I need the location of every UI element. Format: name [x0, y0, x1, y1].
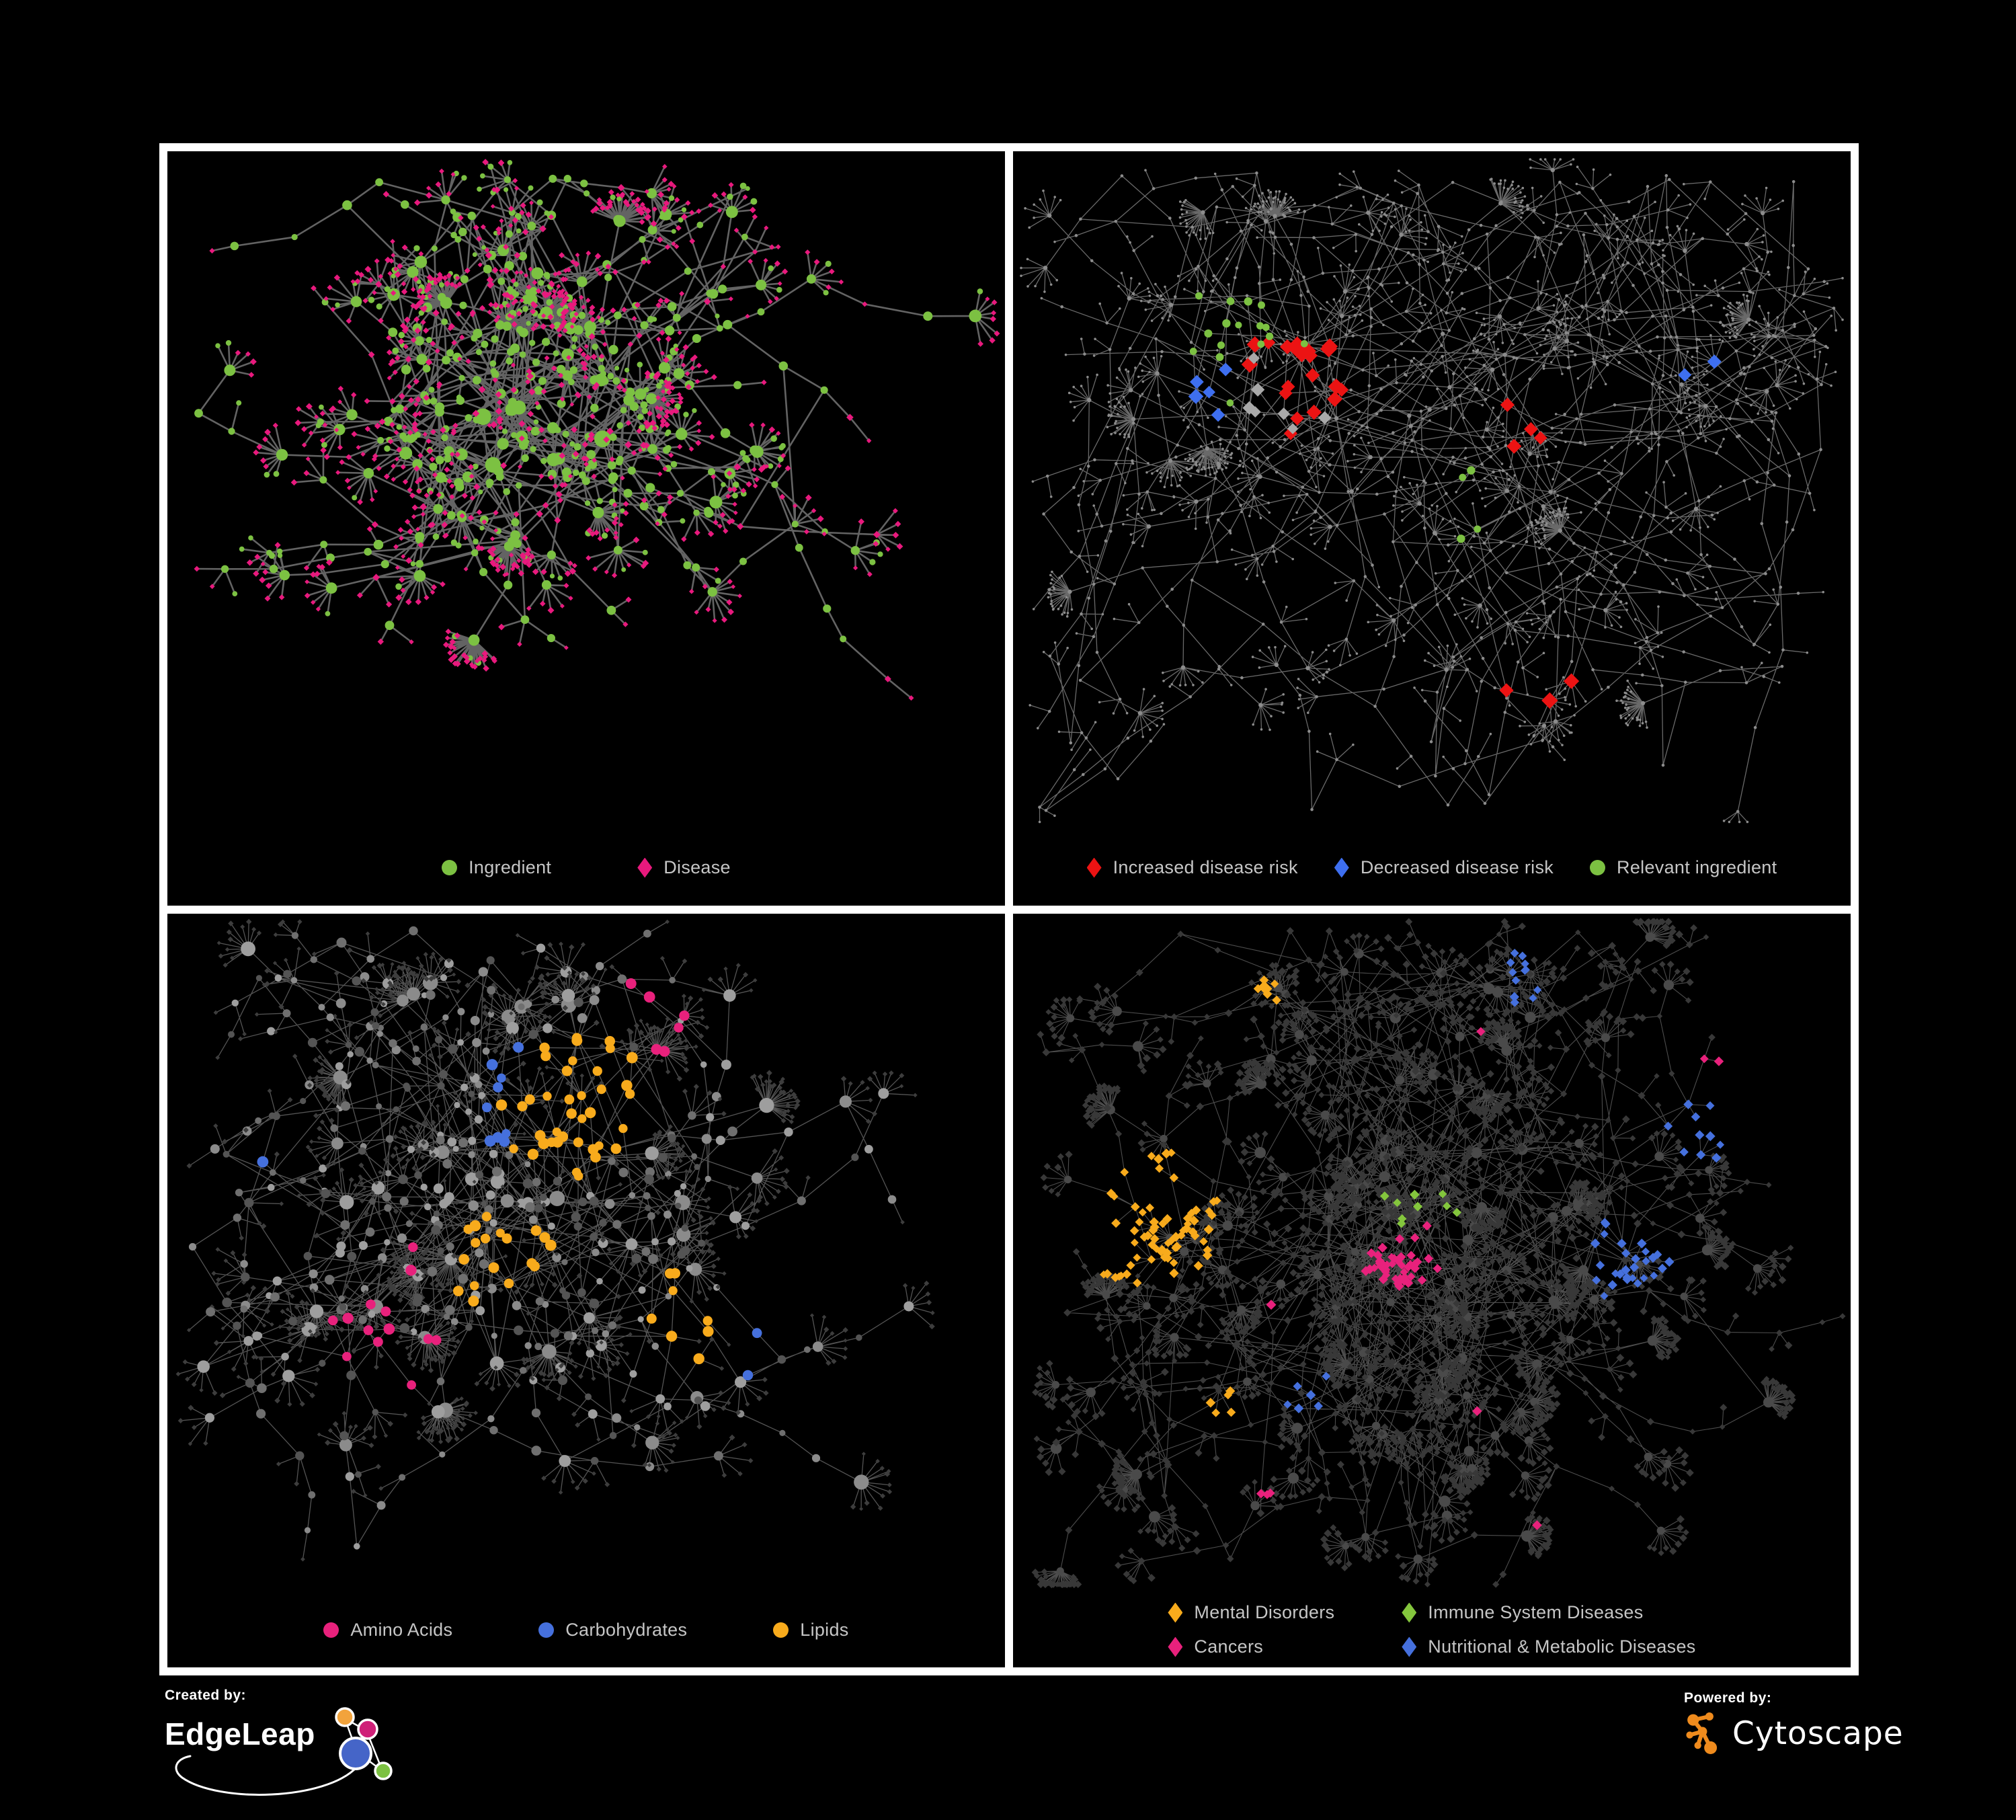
- panel-ingredient-disease: Ingredient Disease: [167, 151, 1005, 906]
- panel-grid: Ingredient Disease Increased disease risk…: [159, 143, 1859, 1675]
- circle-swatch: [323, 1622, 339, 1638]
- legend-label: Amino Acids: [350, 1619, 453, 1640]
- legend-label: Cancers: [1194, 1636, 1264, 1657]
- created-by-label: Created by:: [165, 1688, 247, 1703]
- diamond-swatch: [1086, 857, 1102, 878]
- footer: Created by: EdgeLeap: [0, 1675, 2016, 1820]
- network-edges: [1035, 921, 1843, 1585]
- highlight-diamond-nodes: [1241, 335, 1580, 709]
- legend-ingredient-disease: Ingredient Disease: [167, 830, 1005, 906]
- legend-item: Lipids: [773, 1620, 848, 1640]
- created-by-block: Created by: EdgeLeap: [165, 1688, 514, 1809]
- panel-disease-risk: Increased disease risk Decreased disease …: [1013, 151, 1851, 906]
- legend-label: Carbohydrates: [565, 1619, 688, 1640]
- legend-item: Mental Disorders: [1168, 1602, 1334, 1623]
- network-edges: [196, 161, 998, 699]
- powered-by-label: Powered by:: [1684, 1690, 1772, 1706]
- diamond-swatch: [637, 857, 653, 878]
- legend-label: Relevant ingredient: [1617, 857, 1777, 877]
- legend-item: Increased disease risk: [1086, 857, 1298, 878]
- legend-label: Ingredient: [469, 857, 552, 877]
- diamond-swatch: [1168, 1636, 1183, 1657]
- legend-item: Ingredient: [442, 857, 551, 878]
- legend-item: Decreased disease risk: [1334, 857, 1554, 878]
- edgeleap-logo: EdgeLeap: [165, 1704, 514, 1796]
- base-circle-nodes: [197, 941, 914, 1550]
- network-graph-ingredient-disease: [194, 159, 1000, 701]
- legend-item: Immune System Diseases: [1402, 1602, 1695, 1623]
- cytoscape-logo-icon: [1686, 1712, 1718, 1754]
- legend-label: Decreased disease risk: [1360, 857, 1554, 877]
- cytoscape-logo-text: Cytoscape: [1732, 1714, 1904, 1752]
- legend-item: Disease: [637, 857, 731, 878]
- legend-label: Nutritional & Metabolic Diseases: [1428, 1636, 1696, 1657]
- panel-nutrient-classes: Amino Acids Carbohydrates Lipids: [167, 913, 1005, 1667]
- highlight-diamond-nodes: [1379, 1189, 1461, 1228]
- diamond-swatch: [1334, 857, 1349, 878]
- legend-item: Amino Acids: [323, 1620, 452, 1640]
- circle-swatch: [773, 1622, 789, 1638]
- base-circle-nodes: [194, 160, 983, 666]
- powered-by-block: Powered by: Cy: [1684, 1690, 1993, 1756]
- circle-swatch: [538, 1622, 555, 1638]
- legend-disease-risk: Increased disease risk Decreased disease …: [1013, 830, 1851, 906]
- highlight-circle-nodes: [453, 1032, 714, 1364]
- network-graph-disease-risk: [1020, 158, 1844, 824]
- legend-item: Relevant ingredient: [1590, 857, 1777, 878]
- diamond-swatch: [1402, 1636, 1417, 1657]
- legend-label: Lipids: [800, 1619, 849, 1640]
- network-graph-nutrient-classes: [175, 918, 935, 1561]
- legend-item: Carbohydrates: [538, 1620, 687, 1640]
- network-edges: [1020, 159, 1843, 822]
- diamond-swatch: [1168, 1602, 1183, 1623]
- circle-swatch: [442, 860, 458, 875]
- panel-disease-classes: Mental Disorders Immune System Diseases Ca…: [1013, 913, 1851, 1667]
- highlight-diamond-nodes: [1242, 352, 1332, 434]
- base-circle-nodes: [1020, 158, 1844, 824]
- legend-item: Nutritional & Metabolic Diseases: [1402, 1636, 1695, 1657]
- diamond-swatch: [1402, 1602, 1417, 1623]
- legend-label: Disease: [663, 857, 731, 877]
- network-edges: [177, 920, 933, 1559]
- cytoscape-logo: Cytoscape: [1684, 1710, 1993, 1756]
- circle-swatch: [1590, 860, 1606, 875]
- network-graph-disease-classes: [1031, 917, 1846, 1588]
- legend-item: Cancers: [1168, 1636, 1334, 1657]
- legend-label: Increased disease risk: [1113, 857, 1298, 877]
- legend-disease-classes: Mental Disorders Immune System Diseases Ca…: [1013, 1592, 1851, 1667]
- edgeleap-logo-icon: [175, 1707, 393, 1796]
- legend-label: Immune System Diseases: [1428, 1602, 1644, 1622]
- legend-nutrient-classes: Amino Acids Carbohydrates Lipids: [167, 1592, 1005, 1667]
- legend-label: Mental Disorders: [1194, 1602, 1335, 1622]
- edgeleap-logo-text: EdgeLeap: [165, 1716, 315, 1751]
